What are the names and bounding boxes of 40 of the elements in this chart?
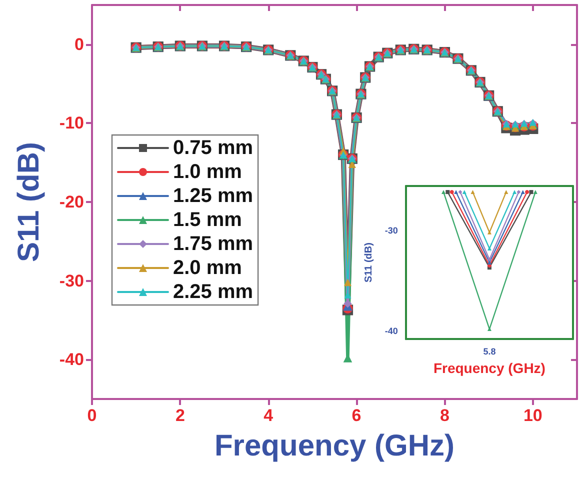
- y-axis-title: S11 (dB): [12, 142, 46, 262]
- point: [442, 190, 446, 194]
- point: [458, 190, 462, 194]
- point: [470, 190, 475, 194]
- y-tick-label: -30: [59, 271, 84, 290]
- x-tick-label: 6: [352, 406, 362, 425]
- x-tick-label: 5.8: [483, 346, 496, 357]
- legend-label: 2.25 mm: [173, 281, 254, 303]
- x-axis-title: Frequency (GHz): [214, 430, 455, 462]
- y-axis-title: S11 (dB): [364, 242, 374, 283]
- point: [525, 190, 530, 194]
- x-tick-label: 0: [87, 406, 97, 425]
- point: [533, 190, 538, 194]
- y-tick-label: -40: [384, 326, 398, 336]
- legend-label: 1.0 mm: [173, 161, 242, 183]
- x-tick-label: 8: [440, 406, 450, 425]
- legend-label: 2.0 mm: [173, 257, 242, 279]
- point: [454, 190, 458, 194]
- point: [529, 190, 534, 194]
- point: [504, 190, 508, 194]
- x-tick-label: 2: [175, 406, 185, 425]
- point: [512, 190, 517, 194]
- point: [450, 190, 454, 194]
- legend-label: 1.75 mm: [173, 233, 254, 255]
- point: [487, 246, 492, 250]
- y-tick-label: -10: [59, 114, 84, 133]
- legend-label: 0.75 mm: [173, 137, 254, 159]
- point: [516, 190, 521, 194]
- y-tick-label: 0: [74, 34, 84, 54]
- x-tick-label: 10: [523, 406, 542, 425]
- point: [446, 190, 450, 194]
- legend-label: 1.25 mm: [173, 185, 254, 207]
- y-tick-label: -20: [59, 192, 84, 212]
- legend-label: 1.5 mm: [173, 209, 242, 231]
- x-tick-label: 4: [264, 406, 274, 425]
- y-tick-label: -30: [384, 225, 398, 236]
- point: [487, 230, 492, 234]
- y-tick-label: -40: [59, 350, 84, 370]
- x-axis-title: Frequency (GHz): [433, 360, 546, 376]
- point: [487, 258, 492, 262]
